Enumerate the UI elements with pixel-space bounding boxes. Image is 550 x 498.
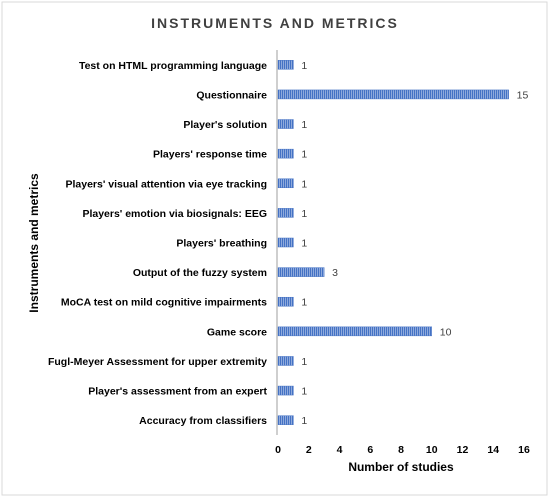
bar-value-label: 1 bbox=[301, 60, 307, 72]
bar bbox=[277, 89, 509, 100]
category-label: Fugl-Meyer Assessment for upper extremit… bbox=[48, 356, 267, 368]
bar bbox=[277, 356, 294, 366]
bar-value-label: 1 bbox=[301, 119, 307, 131]
category-label: Accuracy from classifiers bbox=[139, 415, 267, 427]
category-label: Players' breathing bbox=[176, 238, 267, 250]
bar bbox=[277, 326, 432, 337]
category-label: MoCA test on mild cognitive impairments bbox=[61, 297, 267, 309]
bar bbox=[277, 60, 294, 70]
category-label: Players' emotion via biosignals: EEG bbox=[82, 208, 267, 220]
bar-value-label: 15 bbox=[517, 89, 529, 101]
category-label: Questionnaire bbox=[196, 89, 267, 101]
category-labels: Test on HTML programming language Questio… bbox=[48, 60, 268, 427]
x-tick-label: 10 bbox=[426, 444, 438, 456]
bars bbox=[277, 60, 509, 425]
x-tick-label: 0 bbox=[275, 444, 281, 456]
x-tick-label: 12 bbox=[457, 444, 469, 456]
x-axis-label: Number of studies bbox=[348, 460, 454, 474]
bar-value-label: 1 bbox=[301, 178, 307, 190]
category-label: Game score bbox=[207, 326, 267, 338]
category-label: Test on HTML programming language bbox=[79, 60, 267, 72]
bar bbox=[277, 119, 294, 129]
chart-title: INSTRUMENTS AND METRICS bbox=[151, 15, 399, 31]
category-label: Player's assessment from an expert bbox=[88, 386, 267, 398]
category-label: Players' response time bbox=[153, 149, 267, 161]
bar-value-label: 1 bbox=[301, 356, 307, 368]
bar-value-label: 1 bbox=[301, 386, 307, 398]
category-label: Player's solution bbox=[183, 119, 267, 131]
bar bbox=[277, 148, 294, 159]
x-tick-labels: 0 2 4 6 8 10 12 14 16 bbox=[275, 444, 530, 456]
bar-value-label: 3 bbox=[332, 267, 338, 279]
x-tick-label: 4 bbox=[337, 444, 343, 456]
bar bbox=[277, 237, 294, 248]
x-tick-label: 16 bbox=[518, 444, 530, 456]
bar-value-label: 1 bbox=[301, 208, 307, 220]
bar bbox=[277, 385, 294, 396]
bar-value-label: 1 bbox=[301, 297, 307, 309]
value-labels: 1 15 1 1 1 1 1 3 1 10 1 1 1 bbox=[301, 60, 528, 427]
bar bbox=[277, 415, 294, 425]
bar bbox=[277, 267, 325, 277]
bar bbox=[277, 296, 294, 307]
y-axis-label: Instruments and metrics bbox=[27, 173, 41, 313]
bar bbox=[277, 178, 294, 189]
bar-value-label: 1 bbox=[301, 415, 307, 427]
x-tick-label: 8 bbox=[398, 444, 404, 456]
x-tick-label: 6 bbox=[367, 444, 373, 456]
category-label: Players' visual attention via eye tracki… bbox=[65, 178, 267, 190]
bar-value-label: 1 bbox=[301, 238, 307, 250]
x-tick-label: 2 bbox=[306, 444, 312, 456]
x-tick-label: 14 bbox=[487, 444, 499, 456]
bar-value-label: 10 bbox=[440, 326, 452, 338]
category-label: Output of the fuzzy system bbox=[133, 267, 267, 279]
bar-value-label: 1 bbox=[301, 149, 307, 161]
bar bbox=[277, 208, 294, 218]
